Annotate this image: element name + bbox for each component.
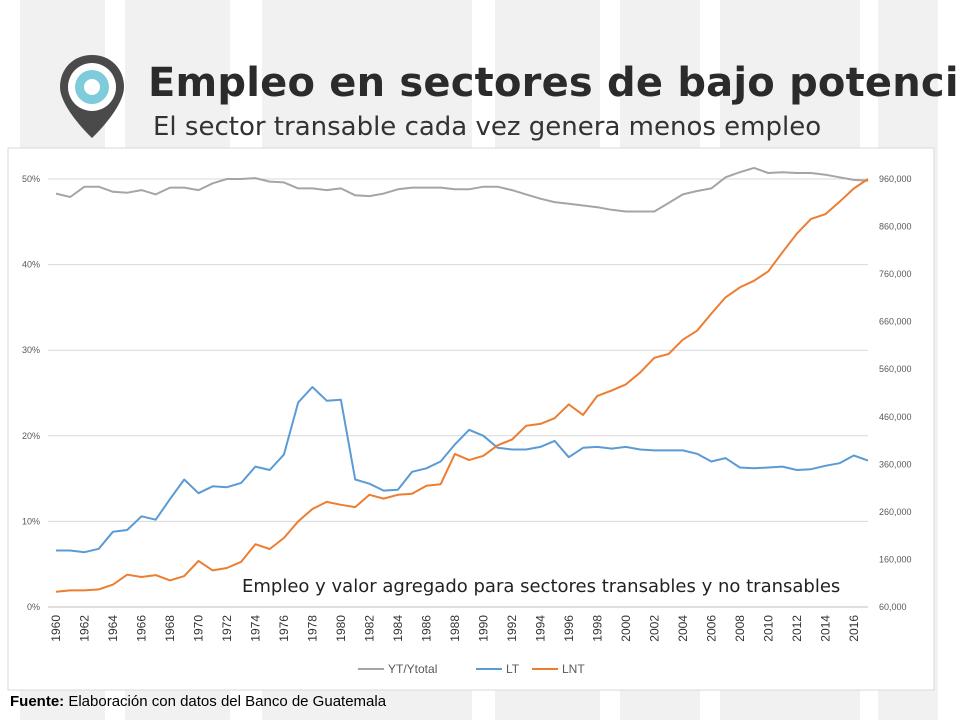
x-tick-label: 1978 [305,615,319,642]
x-tick-label: 2008 [733,615,747,642]
y-right-tick-label: 660,000 [879,317,912,327]
x-tick-label: 2010 [761,615,775,642]
x-tick-label: 2012 [790,615,804,642]
x-tick-label: 1964 [106,615,120,642]
source-footer: Fuente: Elaboración con datos del Banco … [10,693,386,710]
x-tick-label: 1962 [77,615,91,642]
x-tick-label: 1970 [191,615,205,642]
x-tick-label: 2014 [818,615,832,642]
x-tick-label: 1972 [220,615,234,642]
source-text: Elaboración con datos del Banco de Guate… [68,693,387,710]
x-tick-label: 1966 [134,615,148,642]
y-right-tick-label: 60,000 [879,602,907,612]
y-left-tick-label: 30% [22,345,40,355]
legend: YT/Ytotal LT LNT [358,662,585,676]
y-right-tick-label: 860,000 [879,222,912,232]
x-tick-label: 2004 [676,615,690,642]
x-axis: 1960 1962 1964 1966 1968 1970 1972 1974 1976 1978… [49,615,861,642]
chart-annotation: Empleo y valor agregado para sectores tr… [236,572,892,602]
chart-area [7,147,935,691]
page-subtitle: El sector transable cada vez genera meno… [153,112,822,142]
x-tick-label: 1976 [277,615,291,642]
x-tick-label: 1982 [362,615,376,642]
gridlines [48,178,868,608]
y-left-tick-label: 40% [22,260,40,270]
x-tick-label: 2000 [619,615,633,642]
legend-label: LNT [562,662,585,676]
x-tick-label: 1992 [505,615,519,642]
y-right-tick-label: 160,000 [879,554,912,564]
x-tick-label: 1974 [248,615,262,642]
y-left-tick-label: 0% [27,602,40,612]
y-left-tick-label: 50% [22,174,40,184]
y-right-tick-label: 960,000 [879,174,912,184]
y-right-tick-label: 560,000 [879,364,912,374]
right-axis: 60,000 160,000 260,000 360,000 460,000 560,00… [879,174,912,612]
source-label: Fuente: [10,693,65,710]
y-left-tick-label: 10% [22,516,40,526]
x-tick-label: 1996 [562,615,576,642]
y-right-tick-label: 360,000 [879,459,912,469]
x-tick-label: 1968 [163,615,177,642]
x-tick-label: 1984 [391,615,405,642]
x-tick-label: 1980 [334,615,348,642]
y-right-tick-label: 260,000 [879,507,912,517]
x-tick-label: 1986 [419,615,433,642]
x-tick-label: 2006 [704,615,718,642]
x-tick-label: 1960 [49,615,63,642]
series-line-lnt [55,178,869,593]
legend-label: YT/Ytotal [388,662,437,676]
x-tick-label: 1990 [476,615,490,642]
y-right-tick-label: 760,000 [879,269,912,279]
x-tick-label: 1988 [448,615,462,642]
x-tick-label: 1998 [590,615,604,642]
x-tick-label: 2002 [647,615,661,642]
left-axis: 0% 10% 20% 30% 40% 50% [22,174,40,612]
x-tick-label: 2016 [847,615,861,642]
series-line-yt-ytotal [55,166,869,213]
x-tick-label: 1994 [533,615,547,642]
page-title: Empleo en sectores de bajo potencial [148,60,960,106]
y-left-tick-label: 20% [22,431,40,441]
y-right-tick-label: 460,000 [879,412,912,422]
location-pin-icon [60,55,124,138]
series-line-lt [56,386,869,554]
series-lines [55,166,869,593]
legend-label: LT [506,662,520,676]
